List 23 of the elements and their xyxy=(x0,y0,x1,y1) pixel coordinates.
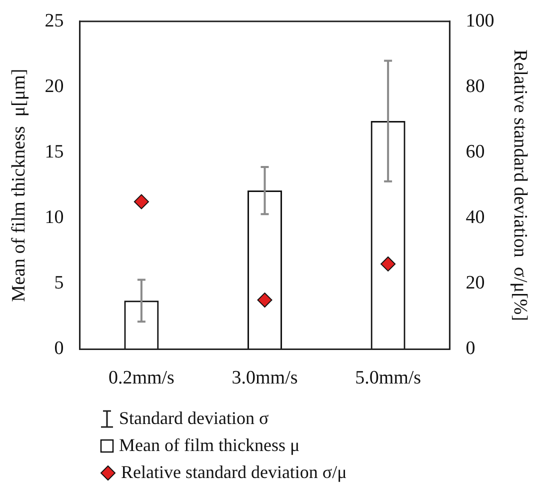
legend-label: Relative standard deviation σ/μ xyxy=(121,461,347,484)
y-tick-label: 5 xyxy=(54,272,64,294)
y2-tick-label: 40 xyxy=(466,207,485,228)
point xyxy=(257,292,272,308)
y-tick-label: 0 xyxy=(54,338,64,360)
y2-tick-label: 100 xyxy=(466,10,494,32)
y2-axis-title: Relative standard deviation σ/μ[%] xyxy=(510,50,531,322)
point xyxy=(380,256,396,272)
y-tick-label: 10 xyxy=(44,207,64,228)
y2-tick-label: 20 xyxy=(466,272,485,294)
y-tick-label: 20 xyxy=(44,76,64,97)
y-tick-label: 25 xyxy=(44,10,64,32)
point xyxy=(134,194,149,210)
y2-tick-label: 80 xyxy=(466,76,485,97)
x-tick-label: 3.0mm/s xyxy=(232,368,298,389)
y2-tick-label: 0 xyxy=(466,338,476,360)
y2-tick-label: 60 xyxy=(466,142,485,163)
x-tick-label: 5.0mm/s xyxy=(355,368,422,389)
y-axis-title: Mean of film thickness μ[μm] xyxy=(8,68,30,302)
text: Standard deviation σ xyxy=(119,407,269,430)
x-tick-label: 0.2mm/s xyxy=(108,368,174,389)
legend-label: Mean of film thickness μ xyxy=(119,434,300,457)
y-tick-label: 15 xyxy=(44,142,64,163)
